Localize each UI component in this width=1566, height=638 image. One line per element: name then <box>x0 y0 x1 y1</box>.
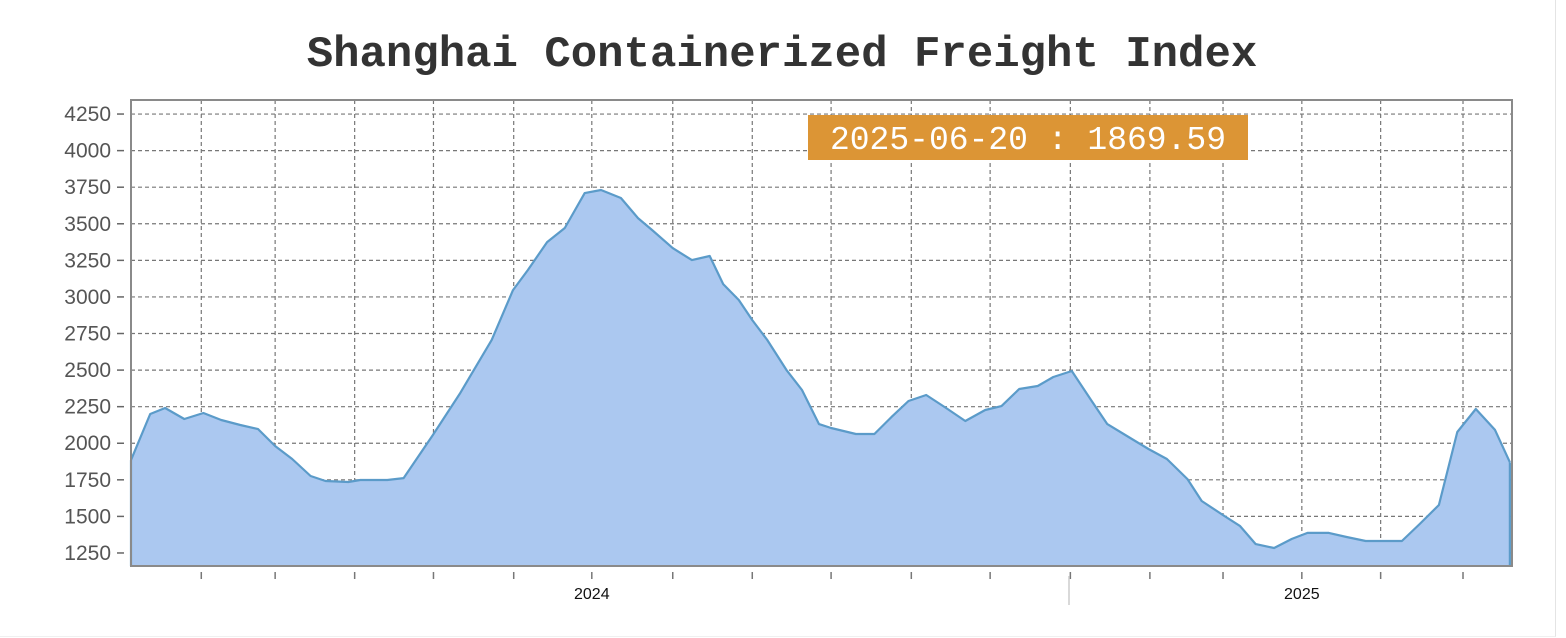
x-tick-label: 2024 <box>574 586 610 603</box>
tooltip-box <box>808 115 1248 160</box>
series-area <box>129 188 1511 566</box>
plot-border <box>130 99 1513 567</box>
y-tick-label: 2250 <box>64 396 111 419</box>
y-tick-label: 2000 <box>64 432 111 455</box>
y-tick-label: 3250 <box>64 249 111 272</box>
y-tick-label: 1750 <box>64 469 111 492</box>
x-axis: 2024 2025 <box>200 572 1464 603</box>
y-tick-label: 1500 <box>64 505 111 528</box>
chart-title: Shanghai Containerized Freight Index <box>307 30 1258 80</box>
y-tick-label: 4000 <box>64 140 111 163</box>
y-tick-label: 2750 <box>64 323 111 346</box>
y-tick-label: 3750 <box>64 176 111 199</box>
series-line <box>129 188 1511 550</box>
y-axis: 1250 1500 1750 2000 2250 2500 2750 3000 3250 3500… <box>64 103 124 565</box>
y-tick-label: 4250 <box>64 103 111 126</box>
y-tick-label: 2500 <box>64 359 111 382</box>
x-tick-label: 2025 <box>1284 586 1320 603</box>
tooltip: 2025-06-20 : 1869.59 <box>808 115 1248 160</box>
y-tick-label: 3500 <box>64 213 111 236</box>
area-fill <box>131 190 1510 566</box>
tooltip-text: 2025-06-20 : 1869.59 <box>830 122 1226 159</box>
y-tick-label: 3000 <box>64 286 111 309</box>
y-tick-label: 1250 <box>64 542 111 565</box>
